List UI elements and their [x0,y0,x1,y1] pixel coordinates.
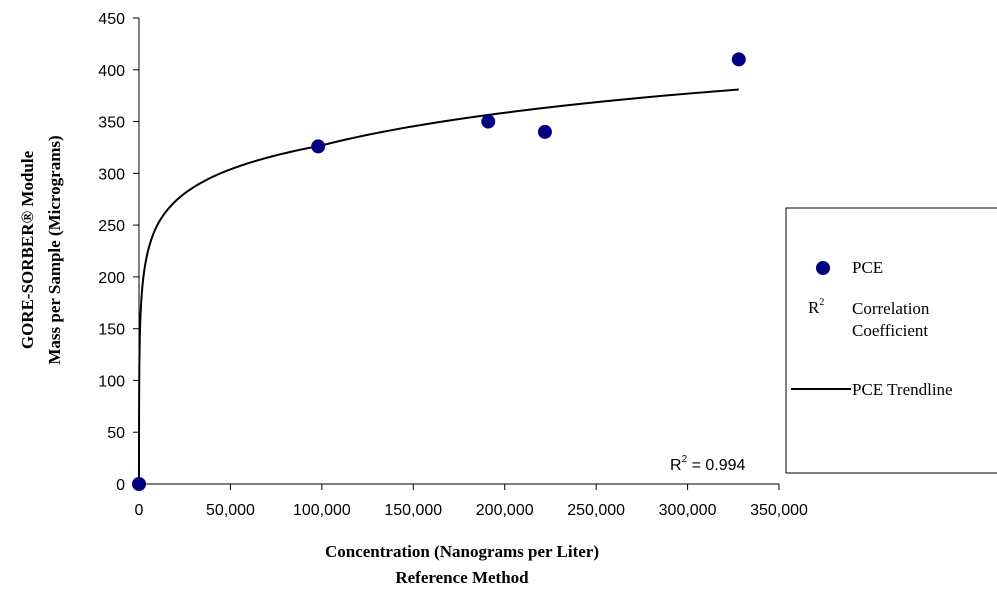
x-axis-title: Concentration (Nanograms per Liter) [325,542,599,561]
x-axis-ticks: 0 50,000 100,000 150,000 200,000 250,000 300,0… [135,484,808,519]
y-tick-label: 300 [98,166,125,183]
data-points [132,52,746,491]
legend: PCE R2 Correlation Coefficient PCE Trend… [785,207,997,474]
x-tick-label: 50,000 [206,502,255,519]
y-tick-label: 250 [98,218,125,235]
x-tick-label: 250,000 [567,502,625,519]
y-axis-ticks: 0 50 100 150 200 250 300 350 400 450 [98,11,139,494]
y-tick-label: 400 [98,63,125,80]
x-axis-subtitle: Reference Method [395,568,529,587]
legend-pce-label: PCE [852,258,883,277]
y-tick-label: 50 [107,425,125,442]
data-point [537,124,552,139]
x-tick-label: 300,000 [659,502,717,519]
y-tick-label: 450 [98,11,125,28]
y-tick-label: 350 [98,115,125,132]
x-tick-label: 200,000 [476,502,534,519]
x-tick-label: 100,000 [293,502,351,519]
trendline [138,88,739,484]
y-tick-label: 0 [116,477,125,494]
legend-r2-symbol: R2 [808,297,824,317]
y-tick-label: 150 [98,322,125,339]
x-tick-label: 350,000 [750,502,808,519]
x-tick-label: 0 [135,502,144,519]
data-point [132,477,146,491]
y-tick-label: 100 [98,373,125,390]
data-point [311,139,326,154]
y-tick-label: 200 [98,270,125,287]
legend-pce-marker [816,261,830,275]
legend-trendline-label: PCE Trendline [852,380,953,399]
y-axis-title: GORE-SORBER® Module [18,150,37,349]
x-tick-label: 150,000 [384,502,442,519]
y-axis-subtitle: Mass per Sample (Micrograms) [45,135,64,364]
trendline-group [138,88,739,484]
legend-r2-line2: Coefficient [852,321,928,340]
axes [138,18,779,485]
data-point [731,52,746,67]
legend-r2-line1: Correlation [852,299,930,318]
legend-box [785,207,997,474]
r2-annotation: R2 = 0.994 [670,454,746,474]
data-point [481,114,496,129]
